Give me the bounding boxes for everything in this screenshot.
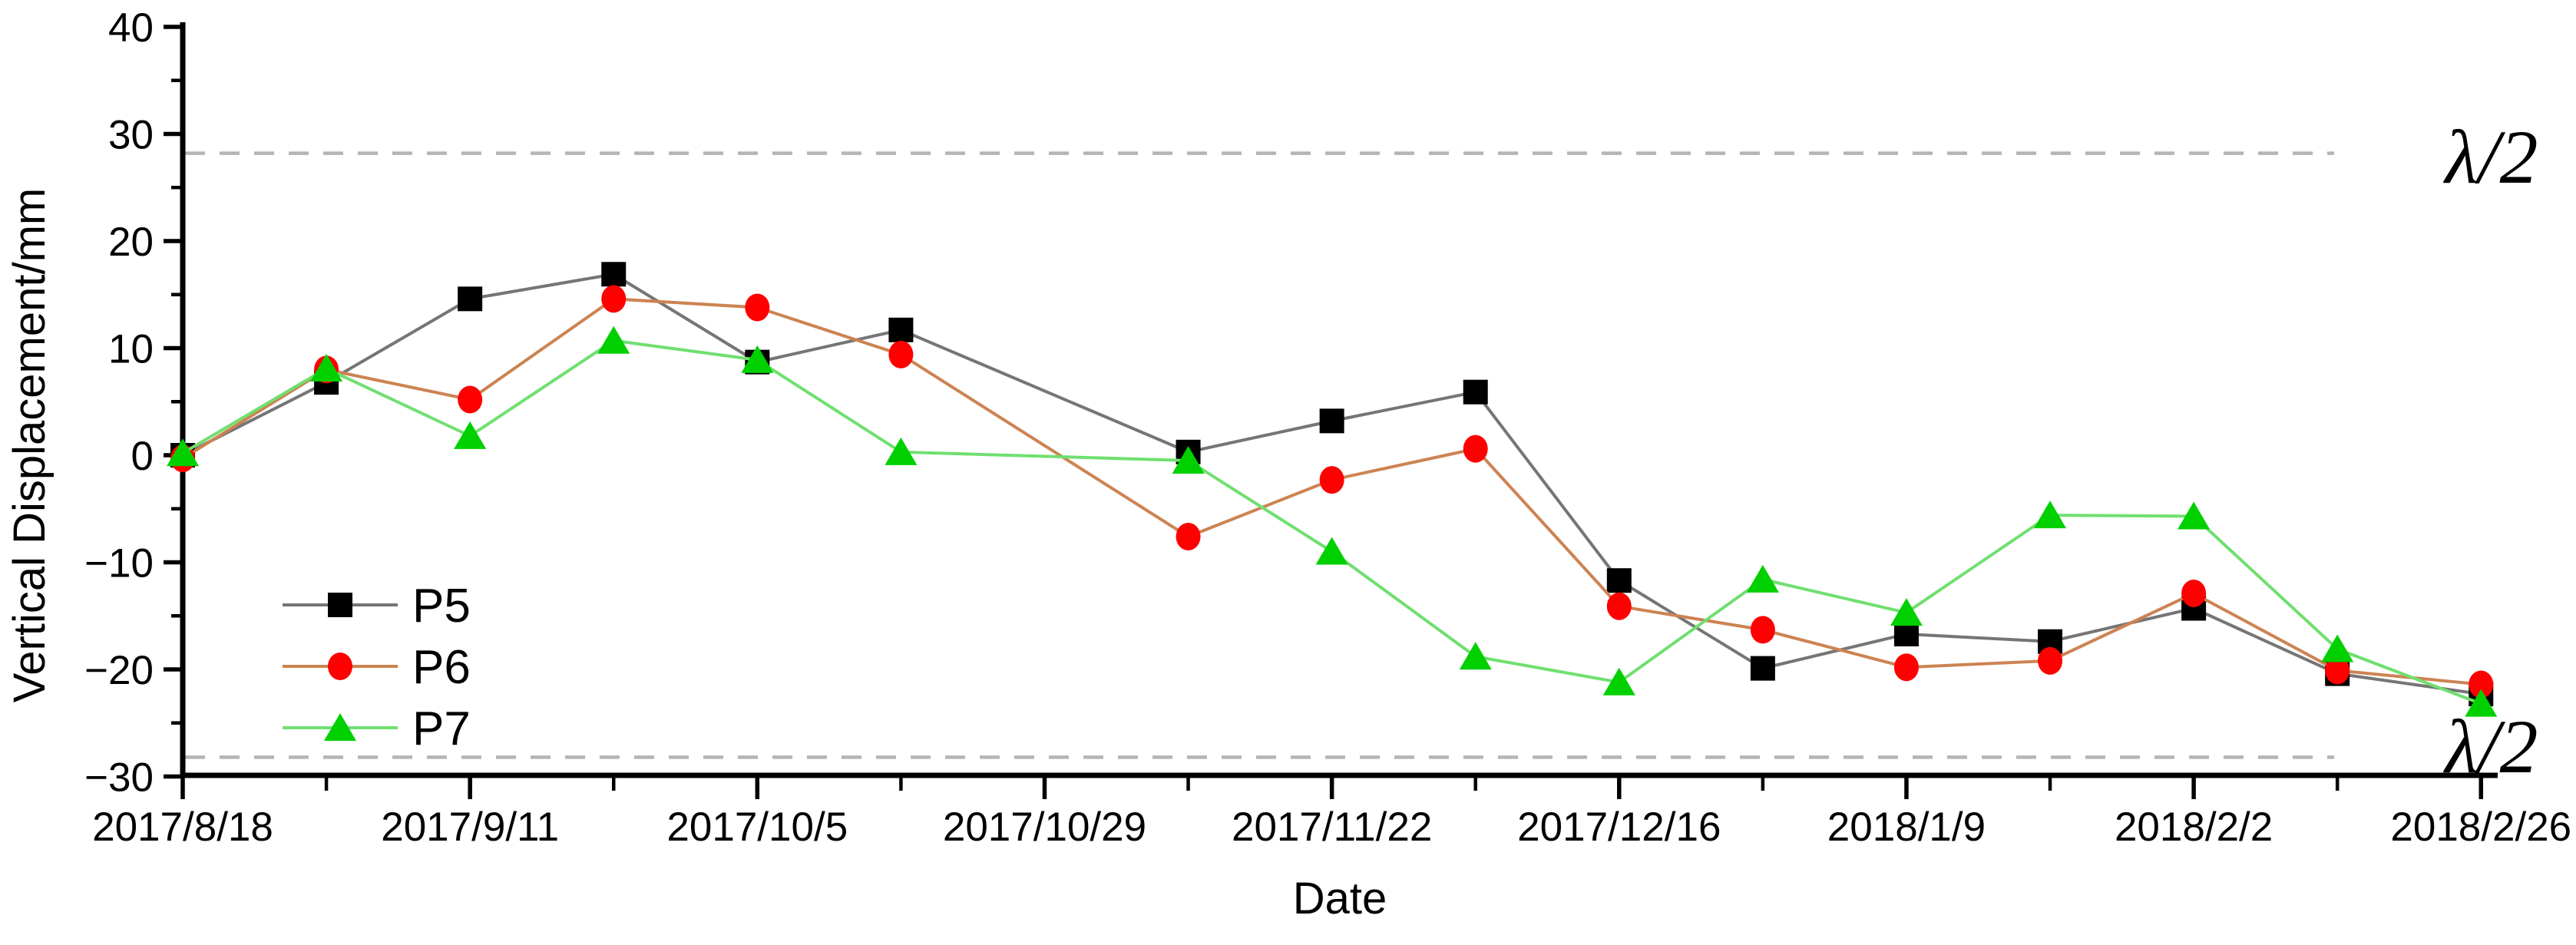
- x-tick-label: 2017/11/22: [1232, 805, 1432, 850]
- y-tick-label: 30: [108, 113, 154, 158]
- series-line-P7: [181, 339, 2482, 705]
- legend-item-P6: P6: [283, 641, 471, 694]
- legend-label-P6: P6: [412, 641, 471, 694]
- marker-P7: [454, 421, 487, 449]
- legend-marker-P5: [328, 593, 352, 617]
- marker-P7: [167, 438, 199, 467]
- marker-P5: [458, 286, 483, 312]
- marker-P7: [2321, 634, 2354, 662]
- y-tick-label: 0: [131, 434, 154, 479]
- marker-P7: [2178, 501, 2211, 530]
- marker-P7: [1746, 564, 1779, 593]
- y-tick-label: −10: [84, 541, 154, 586]
- lambda-half-label-bottom: λ/2: [2442, 704, 2538, 789]
- marker-P7: [2034, 501, 2067, 529]
- series-line-P6: [181, 297, 2482, 686]
- reference-lines-layer: [185, 151, 2334, 759]
- marker-P5: [601, 262, 627, 287]
- marker-P6: [1176, 523, 1201, 551]
- series-layer: [167, 262, 2498, 717]
- legend-item-P5: P5: [283, 580, 471, 633]
- legend-item-P7: P7: [283, 702, 471, 755]
- marker-P6: [1319, 466, 1344, 494]
- marker-P7: [2465, 689, 2498, 717]
- marker-P7: [1602, 667, 1635, 696]
- y-tick-label: −20: [84, 648, 154, 693]
- marker-P7: [1459, 642, 1492, 670]
- y-axis-title: Vertical Displacement/mm: [5, 188, 55, 702]
- marker-P7: [597, 325, 630, 354]
- x-tick-label: 2017/10/5: [666, 805, 848, 850]
- marker-P6: [745, 293, 770, 322]
- legend-label-P5: P5: [412, 580, 471, 633]
- marker-P5: [1606, 568, 1632, 593]
- marker-P7: [1315, 537, 1348, 565]
- legend-marker-P7: [324, 713, 356, 741]
- y-tick-label: −30: [84, 755, 154, 801]
- x-tick-label: 2017/8/18: [92, 805, 273, 850]
- marker-P7: [885, 437, 918, 465]
- x-tick-label: 2018/1/9: [1827, 805, 1986, 850]
- marker-P6: [2038, 646, 2063, 675]
- y-tick-label: 10: [108, 327, 154, 372]
- x-tick-label: 2017/10/29: [943, 805, 1146, 850]
- x-tick-label: 2018/2/2: [2115, 805, 2273, 850]
- x-tick-label: 2018/2/26: [2390, 805, 2571, 850]
- marker-P6: [1893, 653, 1919, 682]
- marker-P5: [888, 317, 914, 342]
- marker-P7: [1890, 598, 1923, 626]
- marker-P6: [1606, 592, 1632, 620]
- marker-P7: [1172, 445, 1205, 474]
- marker-P6: [601, 285, 627, 313]
- lambda-half-label-top: λ/2: [2442, 114, 2538, 200]
- marker-P6: [888, 340, 914, 368]
- marker-P5: [1750, 656, 1775, 681]
- series-line-P5: [182, 273, 2482, 696]
- marker-P5: [1463, 379, 1488, 405]
- marker-P7: [741, 345, 774, 373]
- marker-P6: [2325, 656, 2350, 685]
- marker-P6: [2181, 579, 2207, 607]
- marker-P6: [1463, 435, 1488, 463]
- x-tick-label: 2017/9/11: [381, 805, 559, 850]
- marker-P5: [1893, 621, 1919, 646]
- marker-P6: [458, 385, 483, 414]
- marker-P6: [2469, 670, 2494, 699]
- y-tick-label: 20: [108, 220, 154, 265]
- x-tick-label: 2017/12/16: [1517, 805, 1721, 850]
- marker-P5: [1319, 408, 1344, 434]
- marker-P7: [310, 354, 343, 382]
- legend-marker-P6: [328, 653, 352, 680]
- marker-P6: [1750, 616, 1775, 644]
- y-tick-label: 40: [108, 5, 154, 51]
- legend: P5 P6 P7: [283, 580, 471, 755]
- legend-label-P7: P7: [412, 702, 471, 755]
- x-axis-title: Date: [1293, 874, 1387, 924]
